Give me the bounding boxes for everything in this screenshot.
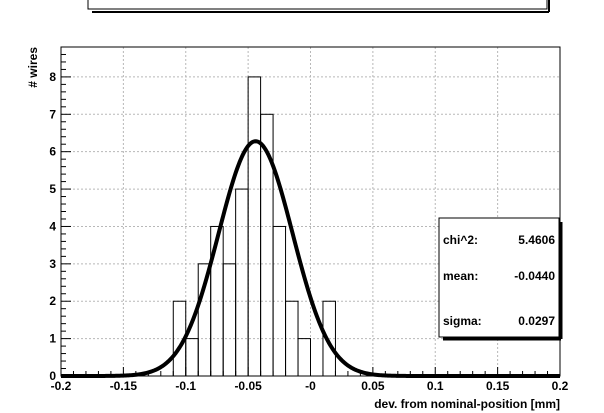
x-tick-label: 0.05	[361, 379, 385, 393]
histogram-bar	[297, 338, 311, 377]
y-tick-label: 6	[49, 145, 56, 159]
y-tick-labels: 0 1 2 3 4 5 6 7 8	[49, 70, 56, 383]
y-tick-label: 5	[49, 182, 56, 196]
x-tick-label: 0.1	[427, 379, 444, 393]
y-axis-title: # wires	[26, 47, 40, 88]
y-tick-label: 3	[49, 257, 56, 271]
top-title-box	[87, 0, 548, 10]
x-axis-title: dev. from nominal-position [mm]	[374, 397, 560, 411]
y-tick-label: 7	[49, 107, 56, 121]
x-tick-label: -0.1	[175, 379, 196, 393]
y-tick-label: 2	[49, 294, 56, 308]
stats-label: sigma:	[443, 314, 482, 328]
x-tick-label: -0.2	[51, 379, 72, 393]
stats-box-frame	[438, 217, 560, 338]
x-tick-label: 0.15	[486, 379, 510, 393]
histogram-bar	[222, 263, 237, 377]
y-tick-label: 4	[49, 219, 56, 233]
histogram-bar	[285, 300, 299, 377]
x-tick-labels: -0.2 -0.15 -0.1 -0.05 -0 0.05 0.1 0.15 0.2	[51, 379, 569, 393]
x-tick-label: 0.2	[552, 379, 569, 393]
stats-value: 5.4606	[518, 233, 555, 247]
fit-stats-box: chi^2: 5.4606 mean: -0.0440 sigma: 0.0297	[438, 217, 563, 341]
histogram-bar	[235, 188, 249, 377]
y-tick-label: 8	[49, 70, 56, 84]
stats-label: chi^2:	[443, 233, 478, 247]
y-tick-label: 0	[49, 369, 56, 383]
stats-label: mean:	[443, 269, 478, 283]
x-tick-label: -0.15	[110, 379, 138, 393]
histogram-bars	[172, 76, 336, 377]
x-tick-label: -0	[305, 379, 316, 393]
histogram-bar	[185, 338, 199, 377]
stats-value: 0.0297	[518, 314, 555, 328]
x-tick-label: -0.05	[234, 379, 262, 393]
y-tick-label: 1	[49, 332, 56, 346]
axis-ticks	[60, 46, 561, 377]
stats-value: -0.0440	[514, 269, 555, 283]
